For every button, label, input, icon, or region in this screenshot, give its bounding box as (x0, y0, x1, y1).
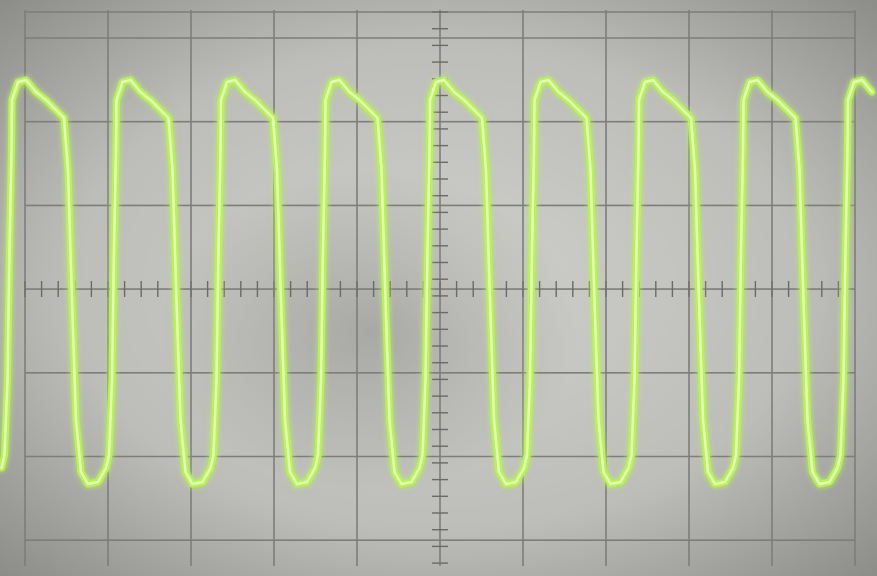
reflection-shadow (100, 100, 700, 560)
waveform-core (0, 78, 874, 486)
graticule (24, 10, 856, 566)
